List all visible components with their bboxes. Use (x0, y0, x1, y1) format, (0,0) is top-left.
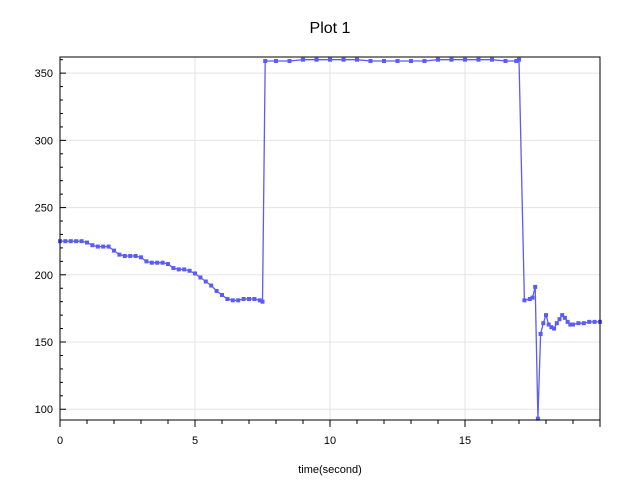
y-tick-label: 150 (35, 337, 53, 349)
data-point (263, 59, 268, 64)
data-point (581, 321, 586, 326)
data-point (490, 57, 494, 62)
data-point (79, 239, 84, 244)
data-point (546, 322, 551, 327)
series-layer (58, 57, 602, 421)
data-point (341, 57, 346, 62)
data-point (176, 267, 181, 272)
y-tick-label: 100 (35, 404, 53, 416)
data-point (587, 319, 592, 324)
data-point (422, 59, 427, 64)
data-point (568, 322, 573, 327)
y-tick-label: 250 (35, 203, 53, 215)
data-point (193, 271, 197, 276)
y-tick-label: 200 (35, 270, 53, 282)
data-point (517, 57, 521, 62)
data-point (522, 298, 527, 303)
data-point (117, 252, 122, 257)
x-tick-label: 15 (459, 435, 471, 447)
data-point (328, 57, 332, 62)
data-point (552, 326, 557, 331)
data-point (565, 319, 570, 324)
data-point (560, 313, 565, 318)
data-point (85, 240, 89, 245)
y-tick-label: 350 (35, 68, 53, 80)
data-point (241, 297, 246, 301)
data-point (314, 57, 319, 62)
y-tick-label: 300 (35, 135, 53, 147)
data-point (247, 297, 251, 301)
data-point (527, 297, 532, 301)
x-axis-label: time(second) (298, 464, 362, 476)
data-point (144, 259, 149, 264)
data-point (225, 297, 230, 301)
data-point (139, 255, 143, 260)
data-point (533, 284, 538, 289)
grid-layer (60, 57, 600, 420)
data-point (368, 59, 373, 64)
data-point (95, 244, 100, 249)
x-tick-label: 5 (192, 435, 198, 447)
data-point (355, 57, 359, 62)
data-point (106, 244, 111, 249)
data-point (220, 292, 224, 297)
data-point (160, 260, 165, 265)
data-point (463, 57, 467, 62)
data-point (554, 321, 559, 326)
data-point (530, 295, 535, 300)
data-point (409, 59, 413, 64)
data-point (236, 298, 241, 303)
data-point (544, 313, 548, 318)
data-point (171, 266, 176, 271)
data-point (576, 321, 581, 326)
data-point (133, 253, 138, 258)
data-point (128, 253, 133, 258)
data-point (101, 244, 106, 249)
data-point (166, 262, 170, 267)
x-tick-label: 10 (324, 435, 336, 447)
data-point (155, 260, 160, 265)
data-point (209, 283, 214, 288)
data-point (112, 248, 116, 253)
data-point (382, 59, 386, 64)
data-point (571, 322, 575, 327)
data-point (252, 297, 257, 301)
data-point (74, 239, 79, 244)
data-point (68, 239, 73, 244)
data-point (90, 243, 95, 248)
data-point (122, 253, 127, 258)
data-point (476, 57, 481, 62)
data-point (187, 268, 192, 273)
data-point (449, 57, 454, 62)
data-point (538, 331, 543, 336)
data-point (182, 267, 187, 272)
data-point (592, 319, 597, 324)
data-point (149, 260, 154, 265)
data-point (257, 298, 262, 303)
data-point (214, 288, 219, 293)
chart-title: Plot 1 (310, 20, 351, 37)
data-point (230, 298, 235, 303)
data-point (535, 416, 540, 421)
data-point (541, 321, 546, 326)
data-point (395, 59, 400, 64)
data-point (549, 325, 554, 330)
data-point (301, 57, 305, 62)
data-point (436, 57, 440, 62)
data-point (260, 299, 265, 304)
data-point (203, 279, 208, 284)
data-point (63, 239, 68, 244)
x-tick-label: 0 (57, 435, 63, 447)
data-point (514, 59, 519, 64)
data-point (198, 275, 203, 280)
data-point (562, 315, 567, 320)
data-point (274, 59, 278, 64)
tick-layer: 100 150 200 250 300 350 0 5 10 15 (35, 59, 601, 447)
data-point (557, 317, 562, 322)
data-point (287, 59, 292, 64)
data-point (503, 59, 508, 64)
